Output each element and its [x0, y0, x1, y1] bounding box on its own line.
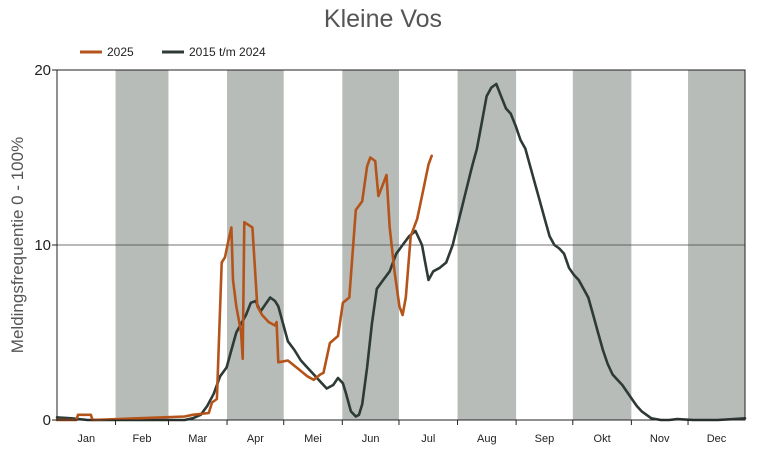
y-axis-label: Meldingsfrequentie 0 - 100%: [8, 137, 27, 353]
x-tick-label: Nov: [650, 433, 670, 445]
legend-label-2025: 2025: [107, 45, 134, 59]
x-tick-label: Aug: [477, 433, 497, 445]
x-axis: Jan Feb Mar Apr Mei Jun Jul Aug Sep Okt Nov Dec: [77, 420, 727, 445]
x-tick-label: Okt: [594, 433, 611, 445]
x-tick-label: Sep: [535, 433, 555, 445]
x-tick-label: Jul: [421, 433, 435, 445]
x-tick-label: Apr: [247, 433, 264, 445]
legend: 2025 2015 t/m 2024: [80, 45, 266, 59]
x-tick-label: Jan: [77, 433, 95, 445]
x-tick-label: Dec: [707, 433, 727, 445]
legend-label-hist: 2015 t/m 2024: [189, 45, 266, 59]
y-tick-label: 0: [43, 412, 51, 429]
series-line-2025: [55, 154, 433, 422]
y-axis: 0 10 20: [34, 62, 57, 429]
x-tick-label: Mar: [188, 433, 207, 445]
y-tick-label: 10: [34, 237, 51, 254]
x-tick-label: Jun: [362, 433, 380, 445]
chart-title: Kleine Vos: [324, 5, 442, 33]
x-tick-label: Feb: [133, 433, 152, 445]
y-tick-label: 20: [34, 62, 51, 79]
series-layer: [55, 82, 747, 422]
x-tick-label: Mei: [304, 433, 322, 445]
